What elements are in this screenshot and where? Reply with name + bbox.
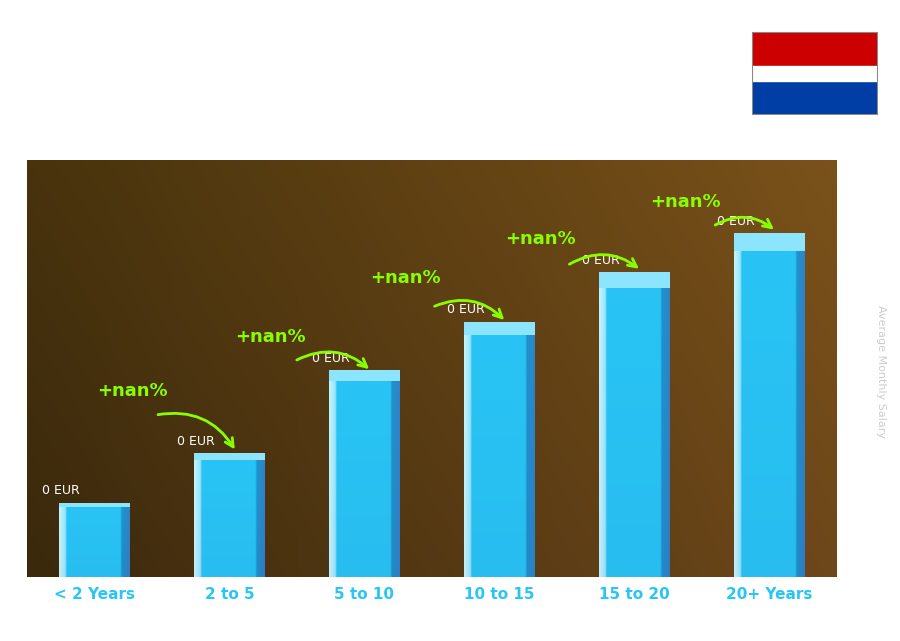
Text: 0 EUR: 0 EUR: [447, 303, 484, 316]
Text: +nan%: +nan%: [505, 229, 575, 247]
Bar: [752, 32, 878, 74]
Text: Average Monthly Salary: Average Monthly Salary: [877, 305, 886, 438]
Text: Train Driver: Train Driver: [36, 77, 141, 95]
Text: 0 EUR: 0 EUR: [42, 485, 79, 497]
Text: 0 EUR: 0 EUR: [177, 435, 214, 449]
Bar: [752, 66, 878, 81]
Text: Salary Comparison By Experience: Salary Comparison By Experience: [36, 13, 719, 47]
Text: +nan%: +nan%: [97, 381, 167, 399]
Text: +nan%: +nan%: [235, 328, 305, 345]
Text: 0 EUR: 0 EUR: [717, 215, 754, 228]
Bar: [752, 74, 878, 115]
Text: +nan%: +nan%: [370, 269, 440, 287]
Text: 0 EUR: 0 EUR: [582, 254, 619, 267]
Text: 0 EUR: 0 EUR: [312, 352, 349, 365]
Text: salary: salary: [357, 610, 410, 625]
Text: explorer.com: explorer.com: [412, 610, 512, 625]
Text: +nan%: +nan%: [651, 193, 721, 211]
